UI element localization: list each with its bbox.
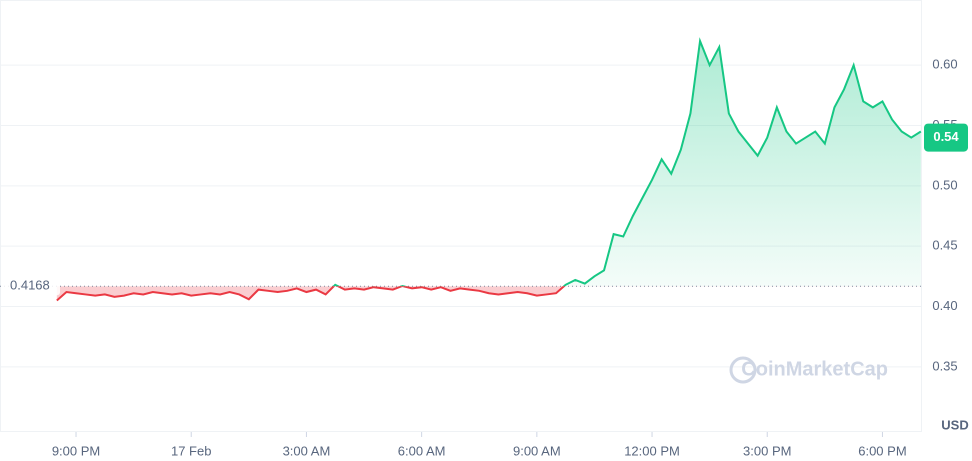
y-tick-label: 0.60	[932, 57, 957, 72]
x-tick-label: 12:00 PM	[624, 443, 680, 458]
watermark: CoinMarketCap	[741, 358, 888, 380]
watermark-logo	[729, 356, 757, 384]
y-unit: USD	[941, 417, 968, 432]
y-tick-label: 0.50	[932, 177, 957, 192]
baseline-label: 0.4168	[10, 278, 50, 293]
x-tick-label: 3:00 PM	[743, 443, 791, 458]
plot-frame	[0, 0, 922, 432]
x-tick-label: 3:00 AM	[283, 443, 331, 458]
baseline-tag	[2, 277, 60, 296]
x-tick-label: 9:00 PM	[52, 443, 100, 458]
y-tick-label: 0.40	[932, 298, 957, 313]
area-up	[56, 41, 921, 287]
area-down	[56, 286, 564, 301]
x-tick-label: 9:00 AM	[513, 443, 561, 458]
x-tick-label: 6:00 AM	[398, 443, 446, 458]
price-line-up	[332, 37, 922, 287]
x-tick-label: 6:00 PM	[858, 443, 906, 458]
y-tick-label: 0.35	[932, 358, 957, 373]
y-tick-label: 0.45	[932, 238, 957, 253]
x-tick-label: 17 Feb	[171, 443, 211, 458]
price-tag-label: 0.54	[933, 129, 959, 144]
price-tag	[924, 123, 968, 152]
price-line-down	[56, 286, 566, 302]
